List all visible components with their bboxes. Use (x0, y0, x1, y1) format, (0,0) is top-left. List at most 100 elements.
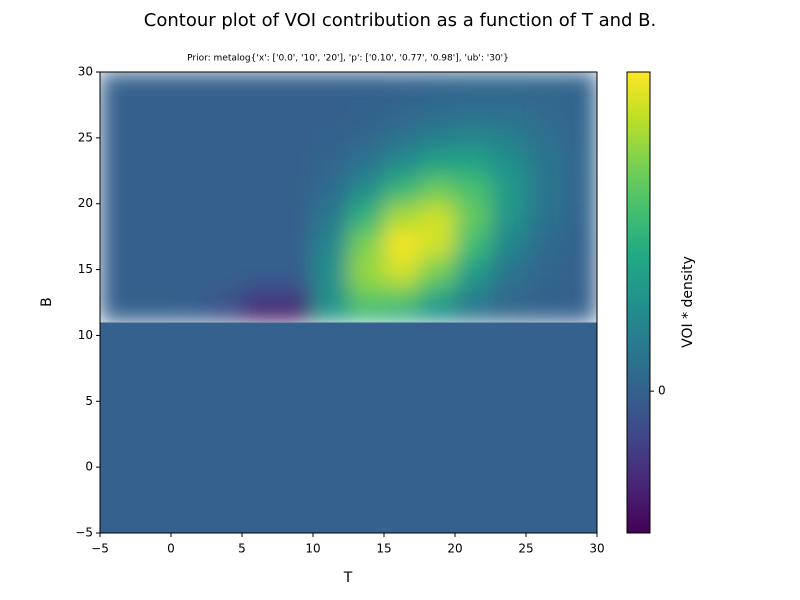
heat-cell (100, 72, 136, 99)
heat-cell (455, 203, 491, 231)
heat-cell (100, 282, 136, 303)
heat-cell (419, 230, 456, 257)
y-tick-label: 0 (85, 460, 93, 474)
colorbar-tick-label: 0 (658, 384, 666, 398)
heat-cell (171, 177, 207, 205)
heat-cell (171, 302, 207, 323)
heat-cell (171, 256, 207, 284)
heat-cell (455, 302, 491, 323)
heat-cell (455, 230, 491, 257)
x-axis-label: T (343, 570, 353, 586)
heat-cell (135, 230, 172, 257)
heat-cell (242, 230, 278, 257)
colorbar-label: VOI * density (680, 256, 696, 348)
heat-cell (419, 177, 456, 205)
heatmap-upper-area (100, 72, 597, 323)
heatmap-upper (100, 72, 597, 323)
heat-cell (348, 177, 385, 205)
heat-cell (490, 203, 527, 231)
y-tick-label: 15 (78, 262, 93, 276)
y-tick-label: −5 (75, 526, 93, 540)
heat-cell (384, 256, 420, 284)
heat-cell (419, 282, 456, 303)
axes: −5 0 5 10 15 20 25 30 −5 0 5 10 15 20 25 30 0 (75, 65, 665, 556)
heat-cell (242, 98, 278, 126)
heat-cell (526, 151, 562, 178)
heat-cell (206, 322, 243, 533)
heat-cell (348, 302, 385, 323)
y-tick-label: 30 (78, 65, 93, 79)
heat-cell (490, 256, 527, 284)
heat-cell (490, 322, 527, 533)
heat-cell (419, 203, 456, 231)
heat-cell (277, 151, 314, 178)
heat-cell (490, 98, 527, 126)
heat-cell (455, 72, 491, 99)
heat-cell (561, 203, 597, 231)
heat-cell (526, 230, 562, 257)
heat-cell (100, 322, 136, 533)
heat-cell (171, 124, 207, 152)
heat-cell (206, 124, 243, 152)
heat-cell (490, 177, 527, 205)
y-tick-label: 5 (85, 394, 93, 408)
heat-cell (277, 124, 314, 152)
heat-cell (206, 72, 243, 99)
heat-cell (419, 98, 456, 126)
heat-cell (171, 98, 207, 126)
x-tick-label: −5 (91, 542, 109, 556)
heat-cell (277, 203, 314, 231)
heat-cell (490, 302, 527, 323)
heat-cell (135, 322, 172, 533)
heat-cell (384, 203, 420, 231)
heat-cell (455, 124, 491, 152)
heat-cell (313, 322, 349, 533)
heat-cell (561, 151, 597, 178)
heat-cell (135, 282, 172, 303)
x-tick-label: 0 (167, 542, 175, 556)
heat-cell (348, 322, 385, 533)
chart-title: Contour plot of VOI contribution as a fu… (144, 10, 656, 31)
heat-cell (348, 256, 385, 284)
heat-cell (100, 302, 136, 323)
heat-cell (561, 256, 597, 284)
heat-cell (277, 302, 314, 323)
heat-cell (135, 98, 172, 126)
heat-cell (313, 203, 349, 231)
heat-cell (348, 230, 385, 257)
heat-cell (526, 282, 562, 303)
x-tick-label: 10 (305, 542, 320, 556)
heat-cell (135, 124, 172, 152)
heat-cell (313, 230, 349, 257)
heat-cell (561, 124, 597, 152)
heat-cell (526, 124, 562, 152)
heat-cell (490, 230, 527, 257)
heat-cell (384, 282, 420, 303)
heat-cell (242, 72, 278, 99)
heat-cell (242, 282, 278, 303)
heat-cell (100, 177, 136, 205)
heat-cell (242, 203, 278, 231)
x-tick-label: 5 (238, 542, 246, 556)
heat-cell (242, 322, 278, 533)
heat-cell (455, 282, 491, 303)
heat-cell (100, 124, 136, 152)
heat-cell (526, 177, 562, 205)
heat-cell (348, 282, 385, 303)
y-axis-label: B (39, 297, 55, 307)
heat-cell (526, 72, 562, 99)
heat-cell (171, 282, 207, 303)
heat-cell (490, 282, 527, 303)
heat-cell (384, 124, 420, 152)
heat-cell (419, 124, 456, 152)
heat-cell (455, 256, 491, 284)
heat-cell (171, 151, 207, 178)
heat-cell (135, 72, 172, 99)
heat-cell (277, 256, 314, 284)
heat-cell (526, 98, 562, 126)
chart-subtitle: Prior: metalog{'x': ['0.0', '10', '20'],… (187, 54, 509, 64)
heat-cell (242, 256, 278, 284)
x-tick-label: 15 (376, 542, 391, 556)
x-tick-label: 30 (589, 542, 604, 556)
